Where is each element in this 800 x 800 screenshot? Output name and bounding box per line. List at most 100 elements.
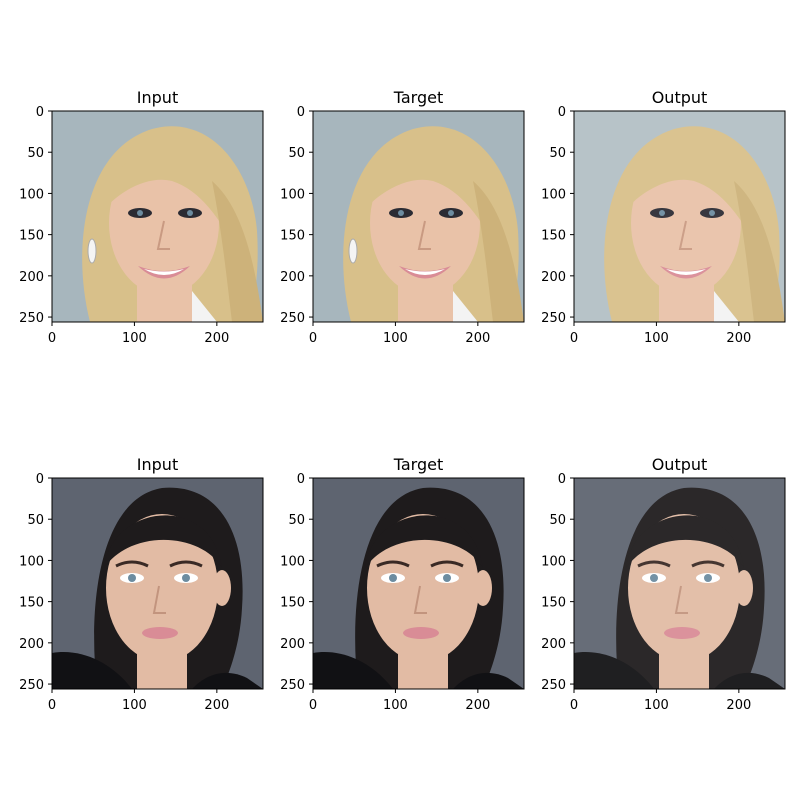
face-image [52,478,263,689]
x-tick-label: 0 [570,698,578,713]
face-image [574,111,785,322]
panel-target: 0 100 200 0 50 100 150 200 250 Target [280,88,525,346]
y-tick-label: 50 [549,513,566,528]
y-tick-label: 150 [541,596,566,611]
right-brow [691,560,725,568]
y-tick-label: 50 [27,146,44,161]
face [628,514,740,662]
x-tick-label: 200 [204,698,229,713]
x-tick-label: 100 [383,698,408,713]
y-tick-label: 250 [541,678,566,693]
right-brow [169,560,203,568]
nose [156,220,170,250]
y-tick-label: 0 [558,472,566,487]
panel-title: Output [652,88,708,107]
lips [142,627,178,639]
x-tick-label: 100 [644,331,669,346]
lips [403,627,439,639]
hair-side [212,181,263,322]
nose [413,585,427,614]
y-tick-label: 250 [541,311,566,326]
y-tick-label: 250 [280,311,305,326]
face [106,514,218,662]
right-brow [430,560,464,568]
axes-frame [573,110,786,323]
panel-input: 0 100 200 0 50 100 150 200 250 Input [19,88,264,346]
jacket [313,652,393,689]
panel-title: Input [137,455,178,474]
x-tick-label: 200 [465,698,490,713]
panel-output: 0 100 200 0 50 100 150 200 250 Output [541,88,786,346]
hair-side [473,181,524,322]
y-tick-label: 150 [19,229,44,244]
jacket [574,652,654,689]
panel-target: 0 100 200 0 50 100 150 200 250 Target [280,455,525,713]
axes-frame [51,477,264,690]
face-image [52,111,263,322]
y-tick-label: 0 [558,105,566,120]
y-tick-label: 100 [541,554,566,569]
axes-frame [573,477,786,690]
panel-title: Input [137,88,178,107]
face [367,514,479,662]
hair-fringe [368,148,503,261]
hair-top [626,515,744,568]
y-tick-label: 50 [549,146,566,161]
hair-fringe [107,148,242,261]
hair-side [734,181,785,322]
x-tick-label: 200 [204,331,229,346]
panels-grid: 0 100 200 0 50 100 150 200 250 Input 0 100 200 0 50 100… [19,88,786,713]
y-tick-label: 150 [280,229,305,244]
y-tick-label: 200 [541,637,566,652]
y-tick-label: 200 [541,270,566,285]
earring [87,238,97,264]
y-tick-label: 0 [297,105,305,120]
y-tick-label: 150 [541,229,566,244]
left-brow [115,560,149,568]
nose [152,585,166,614]
ear [213,570,231,606]
x-tick-label: 200 [726,331,751,346]
hair-top [365,515,483,568]
earring [348,238,358,264]
x-tick-label: 100 [122,698,147,713]
y-tick-label: 150 [19,596,44,611]
nose [678,220,692,250]
x-tick-label: 0 [309,698,317,713]
y-tick-label: 250 [19,311,44,326]
y-tick-label: 200 [280,270,305,285]
panel-input: 0 100 200 0 50 100 150 200 250 Input [19,455,264,713]
y-tick-label: 250 [19,678,44,693]
hair-top [104,515,222,568]
y-tick-label: 100 [19,187,44,202]
left-brow [637,560,671,568]
nose [674,585,688,614]
ear [735,570,753,606]
y-tick-label: 100 [541,187,566,202]
y-tick-label: 50 [288,513,305,528]
lips [664,627,700,639]
face-image [313,478,524,689]
jacket [52,652,132,689]
ear [474,570,492,606]
x-tick-label: 0 [48,331,56,346]
x-tick-label: 0 [48,698,56,713]
y-tick-label: 0 [297,472,305,487]
axes-frame [312,110,525,323]
y-tick-label: 100 [280,187,305,202]
axes-frame [312,477,525,690]
hair-fringe [629,148,764,261]
y-tick-label: 50 [27,513,44,528]
y-tick-label: 200 [19,270,44,285]
left-brow [376,560,410,568]
x-tick-label: 100 [122,331,147,346]
panel-title: Output [652,455,708,474]
y-tick-label: 100 [280,554,305,569]
nose [417,220,431,250]
face-image [574,478,785,689]
panel-title: Target [393,455,444,474]
panel-output: 0 100 200 0 50 100 150 200 250 Output [541,455,786,713]
x-tick-label: 100 [644,698,669,713]
y-tick-label: 0 [36,105,44,120]
y-tick-label: 250 [280,678,305,693]
